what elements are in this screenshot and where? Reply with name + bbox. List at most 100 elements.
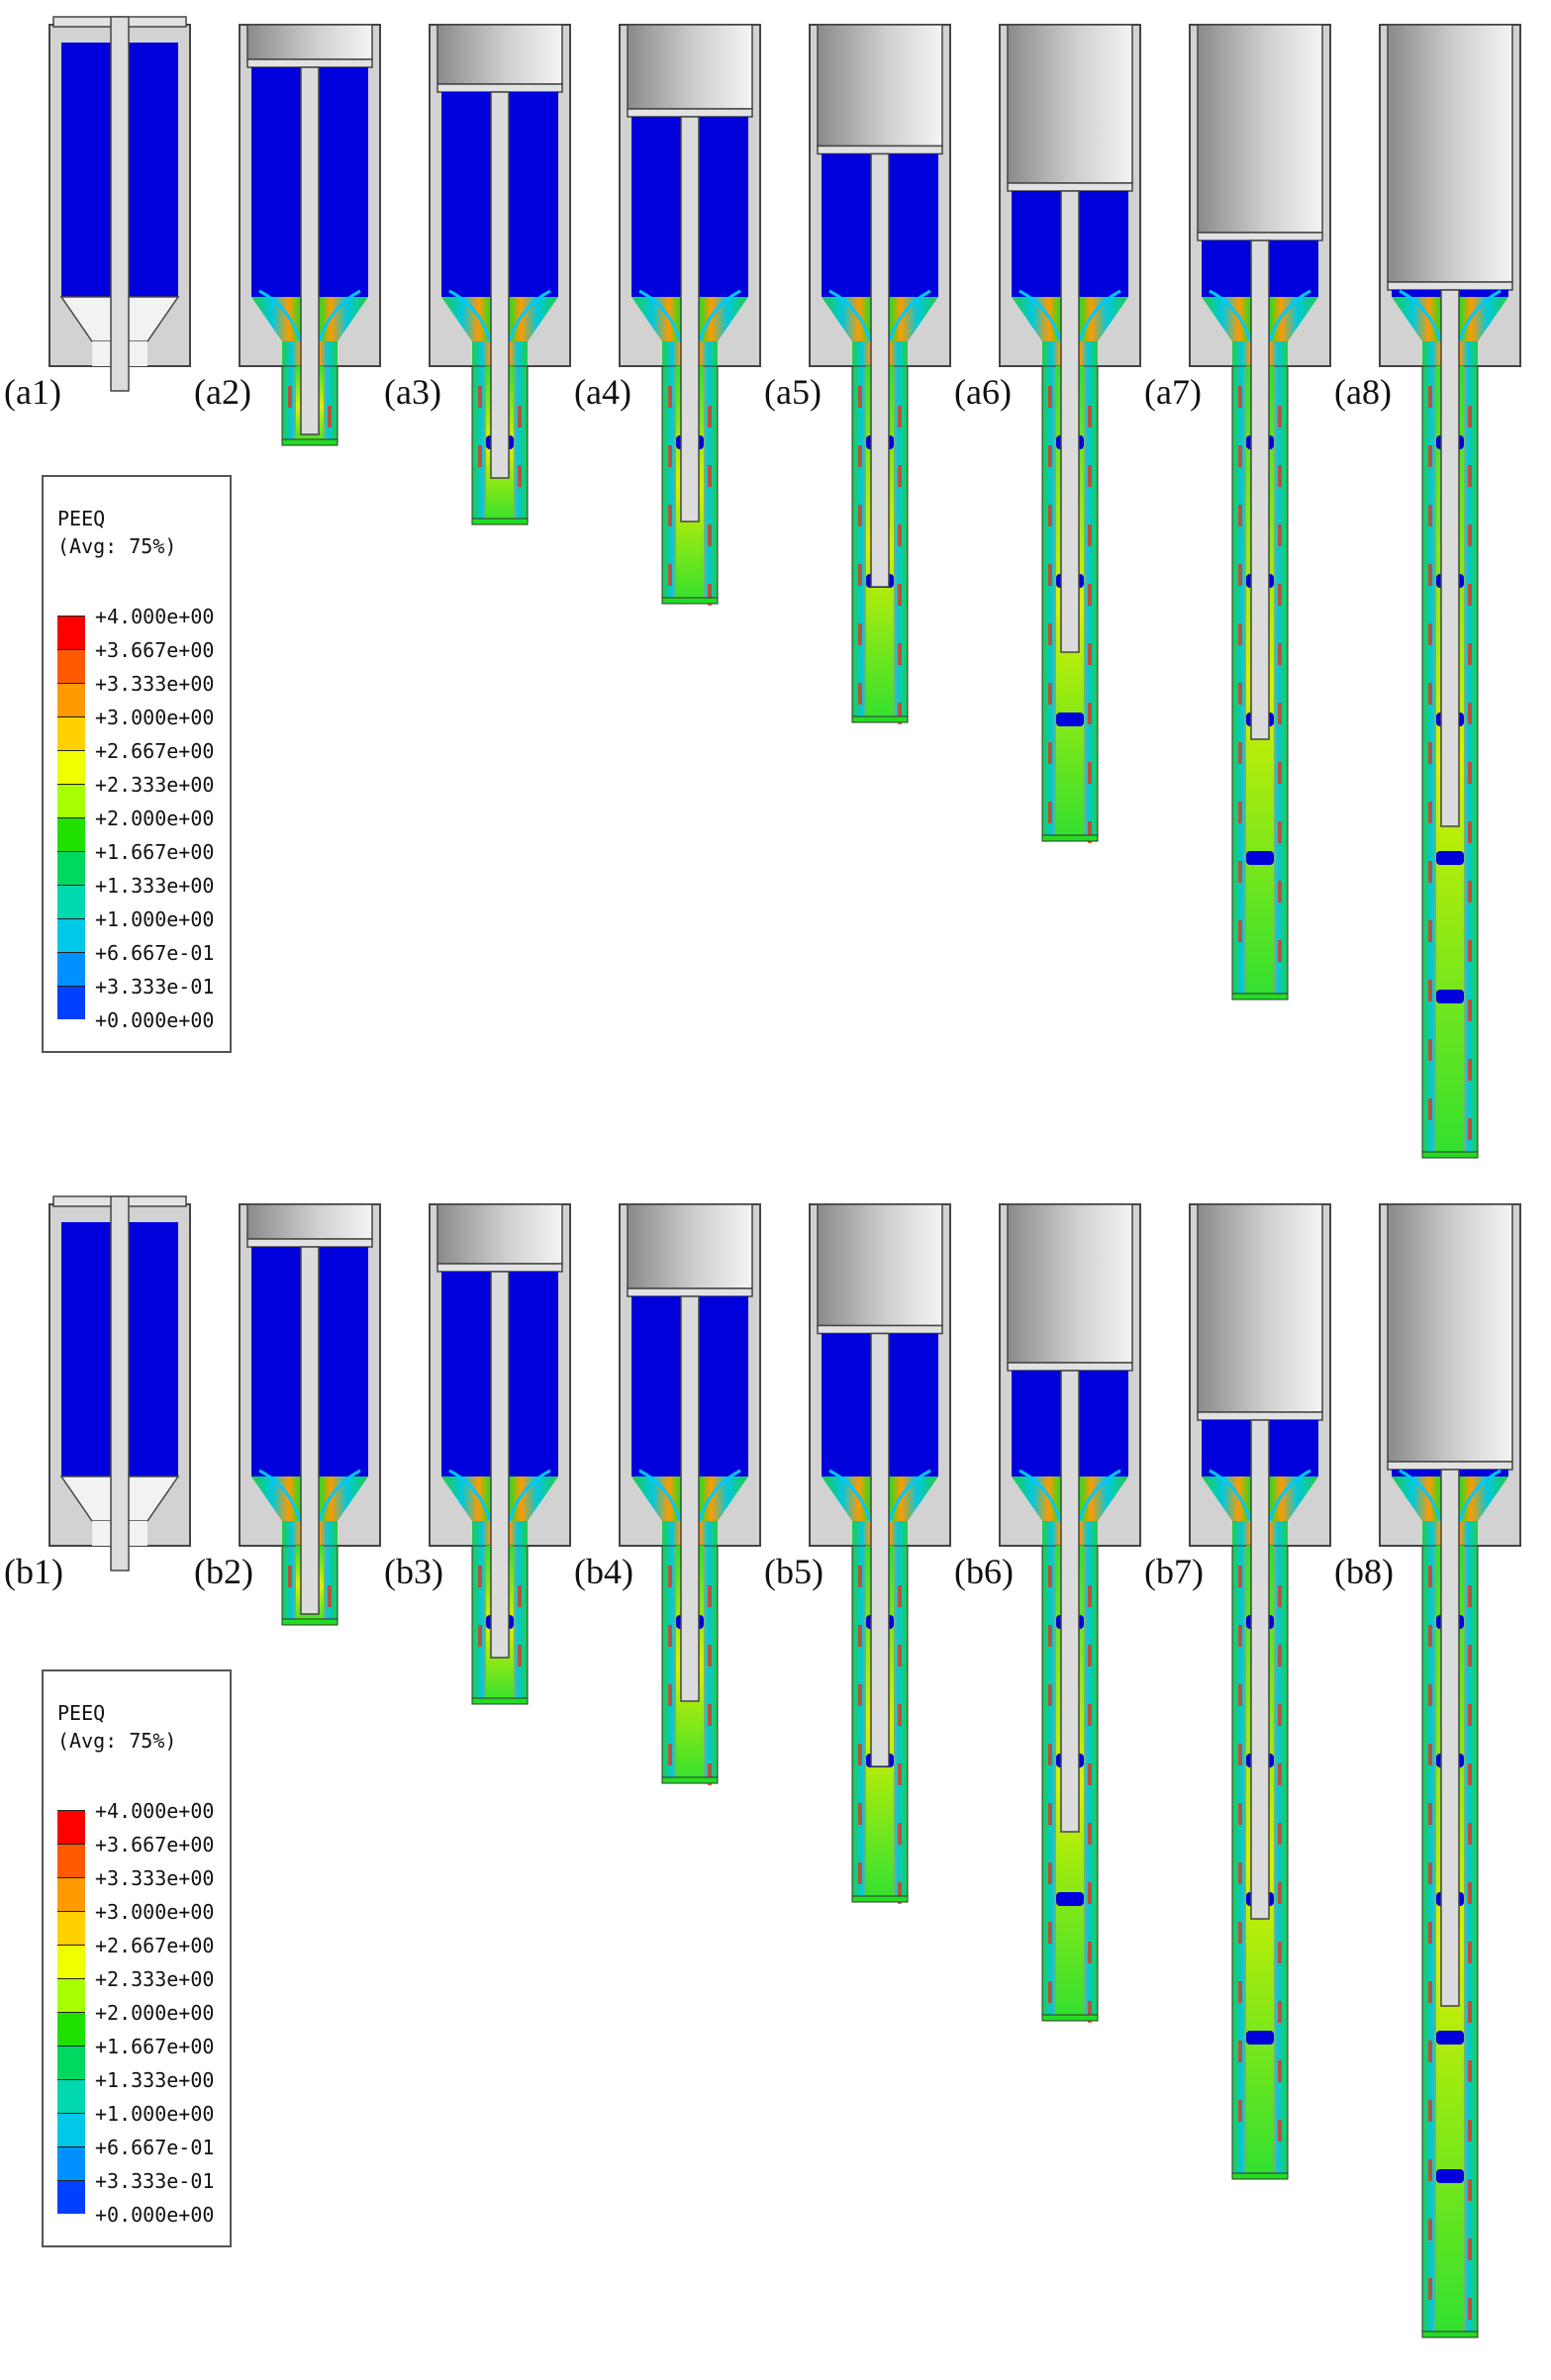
strain-streak (1048, 386, 1052, 408)
legend-value: +3.333e-01 (95, 2169, 215, 2193)
strain-streak (1088, 2001, 1092, 2023)
ram-plate (436, 83, 563, 93)
strain-streak (1278, 1645, 1282, 1666)
ram-punch (1387, 24, 1513, 283)
strain-streak (1278, 1942, 1282, 1963)
extruded-tip (1041, 834, 1099, 842)
strain-streak (1468, 2001, 1472, 2023)
legend-value: +2.333e+00 (95, 1967, 215, 1991)
legend-entry: +0.000e+00 (57, 2203, 255, 2247)
strain-streak (1278, 703, 1282, 724)
strain-streak (898, 524, 902, 546)
legend-averaging: (Avg: 75%) (57, 1729, 177, 1753)
legend-value: +2.667e+00 (95, 739, 215, 763)
strain-streak (1238, 1684, 1242, 1706)
legend-value: +6.667e-01 (95, 2136, 215, 2159)
ram-plate (1197, 1411, 1323, 1421)
simulation-panel: (b8) (1334, 1203, 1521, 2338)
strain-streak (1468, 703, 1472, 724)
strain-streak (1048, 1922, 1052, 1944)
strain-streak (1468, 2179, 1472, 2201)
strain-streak (668, 564, 672, 586)
flow-line (828, 289, 872, 342)
flow-line (638, 1469, 682, 1522)
strain-streak (1428, 386, 1432, 408)
mandrel-rod (1250, 239, 1270, 740)
legend-value: +3.667e+00 (95, 1833, 215, 1856)
legend-value: +3.333e-01 (95, 975, 215, 999)
strain-streak (288, 386, 292, 408)
strain-streak (1468, 1000, 1472, 1021)
legend-color-swatch (57, 986, 85, 1019)
strain-streak (1238, 1922, 1242, 1944)
legend-color-swatch (57, 2146, 85, 2180)
legend-variable: PEEQ (57, 507, 106, 530)
flow-line (1399, 1469, 1442, 1522)
strain-streak (668, 1744, 672, 1765)
legend-color-swatch (57, 2079, 85, 2113)
strain-streak (708, 465, 712, 487)
strain-streak (1048, 1744, 1052, 1765)
legend-color-swatch (57, 1978, 85, 2012)
legend-entry: +3.333e+00 (57, 1866, 255, 1911)
strain-streak (858, 1566, 862, 1587)
legend-value: +3.333e+00 (95, 1866, 215, 1890)
ram-plate (817, 1324, 943, 1335)
extruded-tip (281, 1618, 339, 1626)
legend-value: +1.667e+00 (95, 2035, 215, 2058)
strain-streak (1428, 980, 1432, 1001)
flow-line (1018, 289, 1062, 342)
legend-value: +1.667e+00 (95, 840, 215, 864)
strain-streak (1048, 1981, 1052, 2003)
strain-streak (1238, 802, 1242, 823)
strain-streak (898, 584, 902, 606)
strain-streak (1428, 1862, 1432, 1884)
strain-streak (1238, 1566, 1242, 1587)
flow-line (828, 1469, 872, 1522)
panel-label: (a6) (954, 372, 1012, 412)
panel-label: (a1) (4, 372, 61, 412)
extruded-tip (851, 1895, 909, 1903)
panel-label: (b6) (954, 1552, 1014, 1591)
mandrel-rod (1060, 190, 1080, 653)
strain-streak (478, 445, 482, 467)
strain-streak (518, 465, 522, 487)
strain-streak (1278, 2060, 1282, 2082)
strain-streak (1088, 1704, 1092, 1726)
strain-streak (1278, 524, 1282, 546)
ram-plate (436, 1263, 563, 1273)
strain-streak (1468, 1059, 1472, 1081)
flow-line (258, 289, 302, 342)
simulation-panel: (b1) (4, 1195, 191, 1591)
strain-streak (858, 1684, 862, 1706)
strain-streak (1048, 1625, 1052, 1647)
strain-streak (1428, 802, 1432, 823)
mandrel-rod (110, 1195, 130, 1571)
legend-entry: +6.667e-01 (57, 941, 255, 986)
strain-streak (1468, 465, 1472, 487)
legend-entry: +3.333e-01 (57, 2169, 255, 2214)
strain-streak (1278, 1704, 1282, 1726)
simulation-panel: (a1) (4, 16, 191, 412)
strain-streak (1428, 1625, 1432, 1647)
strain-streak (518, 406, 522, 428)
legend-color-swatch (57, 1945, 85, 1978)
flow-line (1458, 289, 1502, 342)
strain-streak (1428, 1981, 1432, 2003)
strain-streak (1468, 406, 1472, 428)
strain-streak (1468, 821, 1472, 843)
strain-streak (1428, 861, 1432, 883)
legend-entry: +2.333e+00 (57, 1967, 255, 2012)
legend-value: +3.667e+00 (95, 638, 215, 662)
legend-entry: +0.000e+00 (57, 1008, 255, 1053)
strain-streak (1428, 2100, 1432, 2122)
strain-streak (1088, 524, 1092, 546)
defect-band (1436, 2169, 1464, 2183)
strain-streak (1278, 406, 1282, 428)
panel-label: (b4) (574, 1552, 633, 1591)
extruded-tip (471, 1697, 529, 1705)
legend-entry: +3.333e+00 (57, 672, 255, 716)
strain-streak (668, 445, 672, 467)
strain-streak (1428, 1566, 1432, 1587)
